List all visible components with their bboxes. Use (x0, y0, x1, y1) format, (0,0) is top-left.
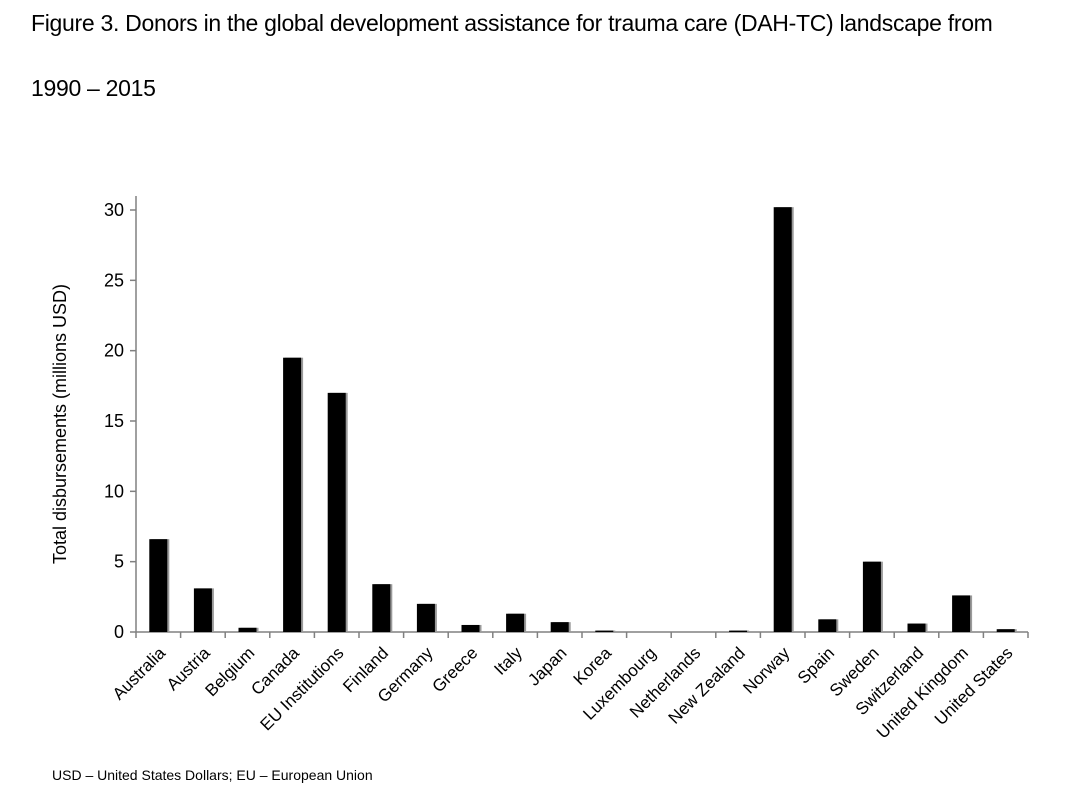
bar (327, 392, 346, 632)
x-tick-label: Norway (739, 643, 794, 698)
y-tick-label: 0 (114, 622, 124, 642)
bars (149, 207, 1017, 633)
x-tick-label: Japan (524, 643, 570, 689)
y-tick-label: 5 (114, 552, 124, 572)
bar (550, 622, 569, 632)
bar (729, 630, 748, 632)
bar (818, 619, 837, 632)
bar (149, 539, 168, 632)
bar (595, 630, 614, 632)
bar (283, 357, 302, 632)
y-axis-label: Total disbursements (millions USD) (50, 284, 70, 564)
x-tick-label: Australia (109, 643, 170, 704)
bar (907, 623, 926, 632)
bar (773, 207, 792, 633)
x-tick-label: Italy (490, 643, 526, 679)
y-tick-label: 20 (104, 341, 124, 361)
y-ticks: 0 5 10 15 20 25 30 (104, 200, 136, 642)
figure-title-line-2: 1990 – 2015 (31, 75, 156, 101)
bar (862, 561, 881, 632)
figure-title-line-1: Figure 3. Donors in the global developme… (31, 10, 993, 36)
y-tick-label: 15 (104, 411, 124, 431)
bar (372, 584, 391, 632)
bar (238, 627, 257, 632)
y-tick-label: 25 (104, 270, 124, 290)
x-tick-label: United States (931, 643, 1017, 729)
footnote: USD – United States Dollars; EU – Europe… (52, 767, 373, 783)
bar (416, 603, 435, 632)
chart-axes (135, 196, 1028, 633)
bar (461, 624, 480, 632)
bar (506, 613, 525, 632)
x-tick-label: Belgium (201, 643, 258, 700)
y-tick-label: 30 (104, 200, 124, 220)
bar (996, 629, 1015, 632)
x-tick-label: Greece (428, 643, 481, 696)
bar (952, 595, 971, 632)
x-ticks (135, 632, 1029, 638)
y-tick-label: 10 (104, 481, 124, 501)
bar (193, 588, 212, 632)
